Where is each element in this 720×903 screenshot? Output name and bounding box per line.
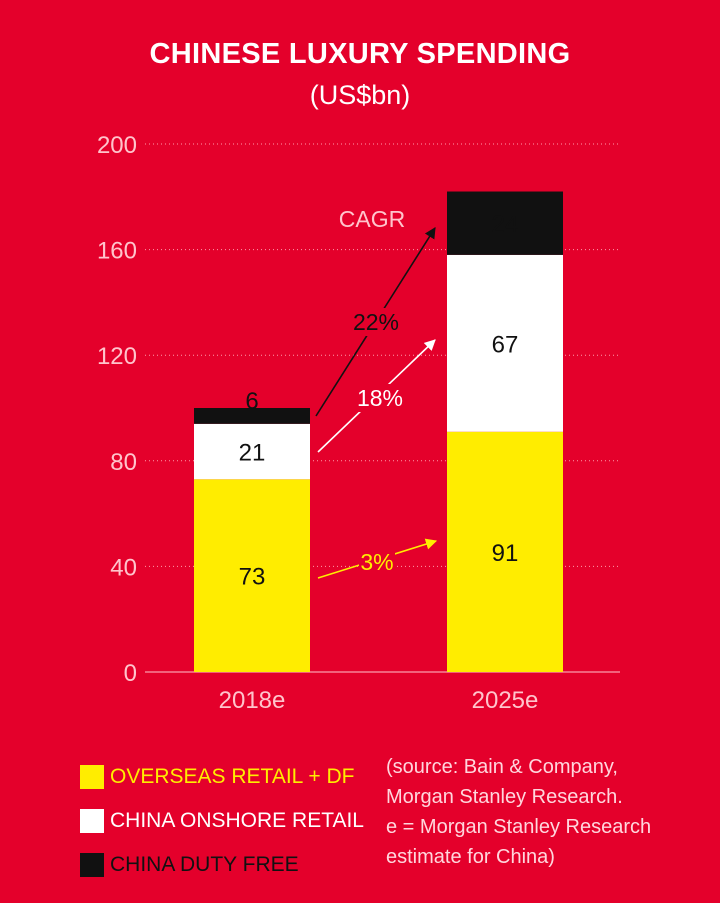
legend-label-duty-free: CHINA DUTY FREE [110, 853, 299, 876]
stacked-bar-chart: 0 40 80 120 160 200 2018e 2025e 73 21 6 91 67 24 CAGR 2… [97, 132, 620, 714]
source-line: estimate for China) [386, 846, 555, 868]
legend: OVERSEAS RETAIL + DF CHINA ONSHORE RETAI… [80, 755, 364, 887]
growth-rate-label: 18% [357, 385, 403, 411]
data-label: 73 [239, 564, 266, 591]
chart-title: CHINESE LUXURY SPENDING [149, 38, 571, 70]
data-label: 24 [492, 211, 519, 238]
legend-item-duty-free: CHINA DUTY FREE [80, 843, 364, 887]
data-label: 67 [492, 331, 519, 358]
growth-rate-label: 3% [360, 549, 393, 575]
y-tick-label: 200 [97, 132, 137, 159]
legend-swatch-onshore [80, 809, 104, 833]
source-line: Morgan Stanley Research. [386, 786, 623, 808]
growth-label-background [359, 548, 395, 576]
x-tick-label: 2018e [219, 687, 286, 714]
growth-rate-label: 22% [353, 309, 399, 335]
bar-segment [447, 254, 563, 432]
y-tick-label: 80 [110, 449, 137, 476]
source-note: (source: Bain & Company, Morgan Stanley … [386, 752, 706, 872]
y-tick-label: 0 [124, 660, 137, 687]
x-tick-label: 2025e [472, 687, 539, 714]
bar-segment [447, 191, 563, 255]
bar-segment [447, 431, 563, 672]
bar-segment [194, 408, 310, 424]
y-tick-label: 40 [110, 554, 137, 581]
legend-swatch-overseas [80, 765, 104, 789]
y-tick-label: 120 [97, 343, 137, 370]
chart-subtitle: (US$bn) [309, 80, 411, 110]
y-tick-label: 160 [97, 238, 137, 265]
data-label: 21 [239, 440, 266, 467]
bar-segment [194, 479, 310, 672]
source-line: e = Morgan Stanley Research [386, 816, 652, 838]
cagr-label: CAGR [339, 206, 405, 232]
growth-label-background [351, 308, 401, 336]
legend-label-onshore: CHINA ONSHORE RETAIL [110, 809, 364, 832]
legend-swatch-duty-free [80, 853, 104, 877]
data-label: 91 [492, 540, 519, 567]
bar-segment [194, 423, 310, 480]
legend-item-overseas: OVERSEAS RETAIL + DF [80, 755, 364, 799]
legend-label-overseas: OVERSEAS RETAIL + DF [110, 765, 355, 788]
legend-item-onshore: CHINA ONSHORE RETAIL [80, 799, 364, 843]
growth-label-background [355, 384, 405, 412]
data-label: 6 [245, 388, 258, 415]
source-line: (source: Bain & Company, [386, 756, 618, 778]
